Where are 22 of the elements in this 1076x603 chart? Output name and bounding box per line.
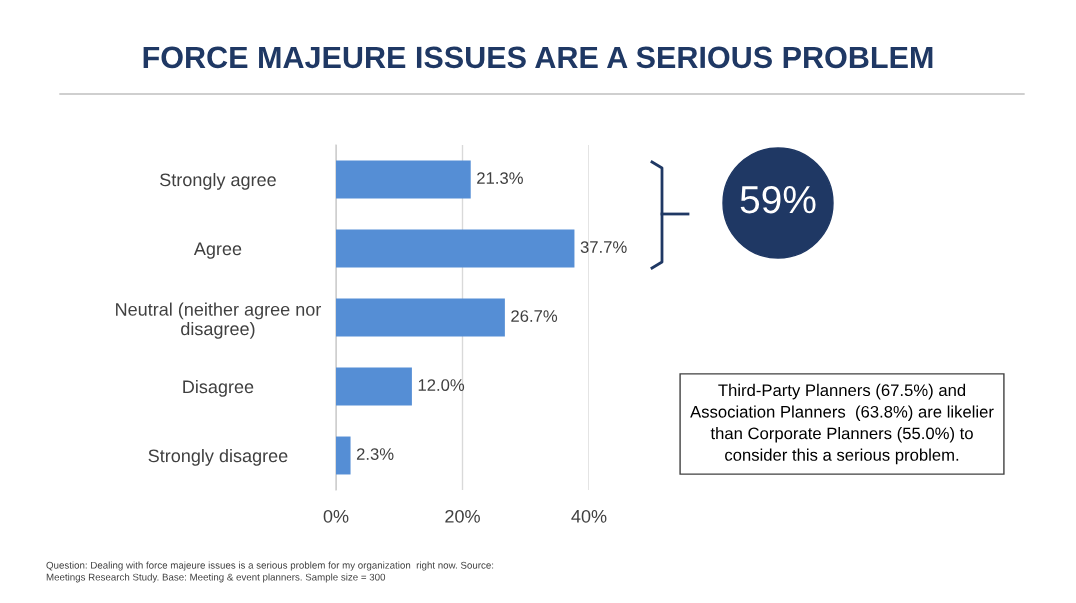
data-label: 12.0% [418, 379, 465, 391]
data-label: 26.7% [511, 310, 558, 322]
x-tick-label: 0% [323, 509, 349, 523]
bar [336, 436, 351, 475]
data-label: 2.3% [356, 448, 394, 460]
y-tick-label: Agree [193, 242, 242, 259]
y-tick-label: Strongly agree [160, 172, 276, 190]
x-tick-label: 40% [571, 509, 607, 523]
data-label: 37.7% [580, 241, 627, 253]
text: 59% [740, 185, 816, 214]
data-label: 21.3% [477, 172, 523, 184]
bar [336, 367, 412, 406]
x-tick-label: 20% [445, 509, 480, 523]
y-tick-label: Disagree [183, 379, 254, 397]
chart-title: FORCE MAJEURE ISSUES ARE A SERIOUS PROBLEM [143, 46, 933, 69]
bar [336, 229, 575, 268]
bar [336, 298, 505, 337]
text: Third-Party Planners (67.5%) and Association Planners (63.8%) are likelier than Corporate Planners (55.0%) to consider this a serious problem. [690, 383, 994, 465]
y-tick-label: Strongly disagree [148, 448, 288, 466]
bar [336, 160, 471, 199]
text: Question: Dealing with force majeure issues is a serious problem for my organization right now. Source: Meetings Research Study. Base: Meeting & event planners. Sample size = 300 [46, 561, 494, 583]
y-tick-label: Neutral (neither agree nor disagree) [116, 302, 322, 339]
